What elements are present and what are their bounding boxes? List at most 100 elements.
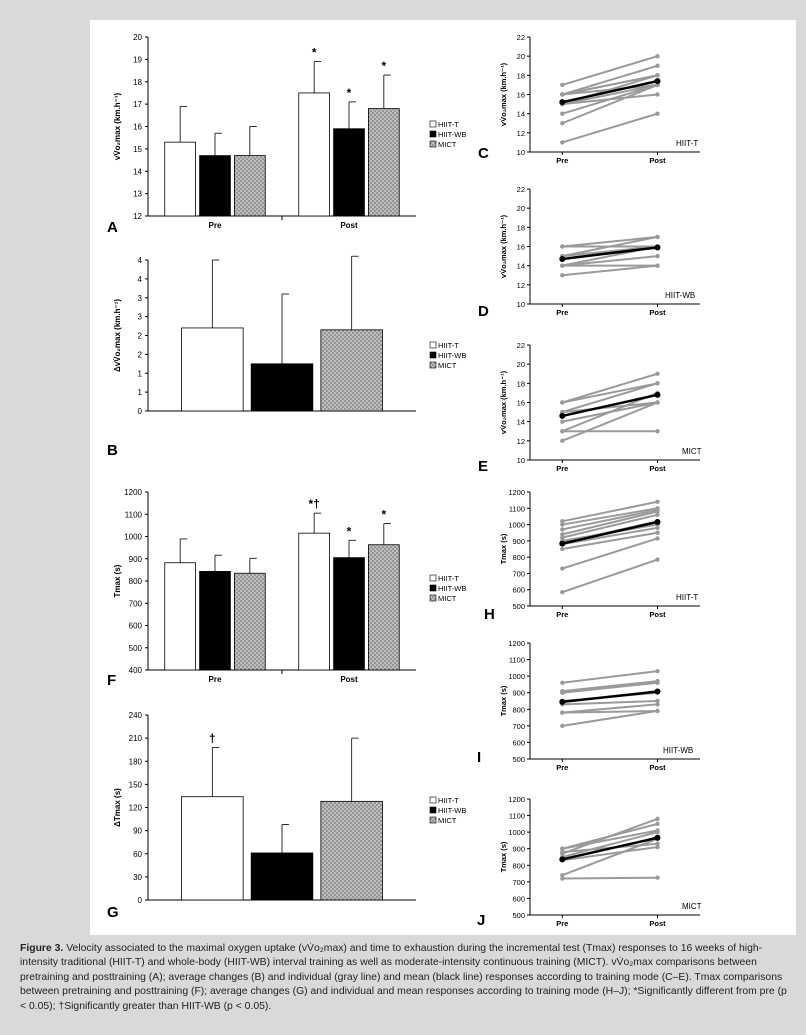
panel-label: B bbox=[107, 442, 118, 459]
individual-line bbox=[562, 829, 658, 850]
significance-marker: * bbox=[382, 508, 387, 522]
legend-swatch-hiit-wb bbox=[429, 130, 437, 138]
individual-point bbox=[655, 844, 660, 850]
bar-hiit-t bbox=[164, 562, 196, 671]
y-tick-label: 500 bbox=[512, 911, 525, 920]
individual-point bbox=[560, 849, 565, 855]
figure-label: Figure 3. bbox=[20, 943, 64, 954]
y-tick-label: 600 bbox=[512, 894, 525, 903]
individual-line bbox=[562, 680, 658, 693]
individual-point bbox=[560, 723, 565, 729]
chart-j: 500 600 700 800 900 1000 1100 1200 Tmax (s) Pre Po… bbox=[477, 795, 702, 929]
y-tick-label: 1100 bbox=[509, 812, 525, 821]
y-tick-label: 15 bbox=[133, 145, 142, 154]
significance-marker: *† bbox=[308, 497, 319, 511]
individual-line bbox=[562, 513, 658, 539]
bar-hiit-wb bbox=[333, 128, 365, 217]
y-tick-label: 1200 bbox=[124, 488, 142, 497]
mean-point bbox=[559, 255, 566, 262]
y-tick-label: 19 bbox=[133, 55, 142, 64]
legend-label-hiit-t: HIIT-T bbox=[438, 341, 459, 350]
legend-swatch-hiit-t bbox=[429, 574, 437, 582]
chart-d: 10 12 14 16 18 20 22 vV̇o₂max (km.h⁻¹) Pre Post HI… bbox=[478, 185, 700, 320]
individual-point bbox=[560, 92, 565, 97]
bar-hiit-t bbox=[298, 532, 330, 671]
individual-point bbox=[655, 53, 660, 59]
bar-mict bbox=[320, 329, 383, 412]
y-tick-label: 22 bbox=[517, 185, 525, 194]
individual-point bbox=[655, 92, 660, 97]
individual-line bbox=[562, 709, 658, 714]
legend-label-mict: MICT bbox=[438, 361, 457, 370]
legend-label-hiit-wb: HIIT-WB bbox=[438, 130, 466, 139]
individual-point bbox=[655, 702, 660, 707]
y-tick-label: 600 bbox=[512, 586, 525, 595]
individual-line bbox=[562, 401, 658, 423]
chart-i: 500 600 700 800 900 1000 1100 1200 Tmax (s) Pre Po… bbox=[477, 639, 700, 772]
individual-point bbox=[560, 546, 565, 552]
individual-point bbox=[655, 111, 660, 116]
bar-hiit-t bbox=[164, 141, 196, 217]
legend-swatch-mict bbox=[429, 361, 437, 369]
individual-point bbox=[655, 821, 660, 827]
y-tick-label: 10 bbox=[517, 148, 525, 157]
y-tick-label: 1000 bbox=[508, 672, 525, 681]
y-axis-label: Tmax (s) bbox=[113, 564, 122, 597]
individual-point bbox=[655, 63, 660, 68]
y-tick-label: 180 bbox=[129, 757, 143, 766]
y-tick-label: 700 bbox=[512, 722, 525, 731]
individual-point bbox=[655, 253, 660, 259]
individual-line bbox=[562, 55, 658, 86]
legend-swatch-hiit-wb bbox=[429, 351, 437, 359]
individual-line bbox=[562, 831, 658, 858]
mean-point bbox=[559, 698, 566, 705]
y-axis-label: vV̇o₂max (km.h⁻¹) bbox=[499, 214, 508, 278]
mean-line bbox=[562, 79, 658, 104]
individual-point bbox=[655, 708, 660, 714]
individual-line bbox=[562, 822, 658, 850]
individual-point bbox=[560, 244, 565, 249]
y-tick-label: 16 bbox=[133, 123, 142, 132]
y-tick-label: 1200 bbox=[508, 795, 525, 804]
y-tick-label: 14 bbox=[133, 167, 142, 176]
individual-line bbox=[562, 876, 658, 880]
x-tick-label: Pre bbox=[556, 156, 568, 165]
individual-line bbox=[562, 703, 658, 714]
individual-point bbox=[655, 536, 660, 541]
significance-marker: † bbox=[209, 731, 216, 745]
panel-label: H bbox=[484, 606, 495, 623]
x-tick-label: Post bbox=[649, 610, 666, 619]
individual-point bbox=[655, 371, 660, 376]
y-axis-label: ΔvV̇o₂max (km.h⁻¹) bbox=[113, 299, 122, 372]
y-axis-label: Tmax (s) bbox=[499, 533, 508, 564]
individual-point bbox=[655, 499, 660, 504]
y-tick-label: 800 bbox=[512, 553, 525, 562]
individual-point bbox=[560, 438, 565, 444]
individual-point bbox=[655, 400, 660, 405]
bar-mict bbox=[234, 572, 266, 671]
panel-label: G bbox=[107, 904, 119, 921]
panel-label: A bbox=[107, 219, 118, 236]
mean-point bbox=[559, 856, 566, 863]
bar-hiit-wb bbox=[250, 852, 314, 901]
y-tick-label: 3 bbox=[138, 294, 143, 303]
individual-line bbox=[561, 401, 658, 442]
individual-point bbox=[655, 678, 660, 684]
individual-line bbox=[562, 235, 658, 248]
y-tick-label: 3 bbox=[138, 313, 143, 322]
y-axis-label: vV̇o₂max (km.h⁻¹) bbox=[499, 370, 508, 434]
individual-line bbox=[562, 264, 658, 277]
significance-marker: * bbox=[347, 86, 352, 100]
individual-point bbox=[560, 846, 565, 851]
y-tick-label: 0 bbox=[138, 896, 143, 905]
legend-swatch-mict bbox=[429, 140, 437, 148]
individual-line bbox=[561, 537, 658, 570]
individual-point bbox=[560, 876, 565, 881]
individual-line bbox=[561, 558, 658, 594]
y-tick-label: 1100 bbox=[509, 656, 525, 665]
y-tick-label: 18 bbox=[517, 223, 525, 232]
individual-line bbox=[562, 846, 658, 862]
y-axis-label: Tmax (s) bbox=[499, 841, 508, 872]
figure-caption: Figure 3. Velocity associated to the max… bbox=[20, 942, 788, 1030]
individual-point bbox=[655, 506, 660, 511]
